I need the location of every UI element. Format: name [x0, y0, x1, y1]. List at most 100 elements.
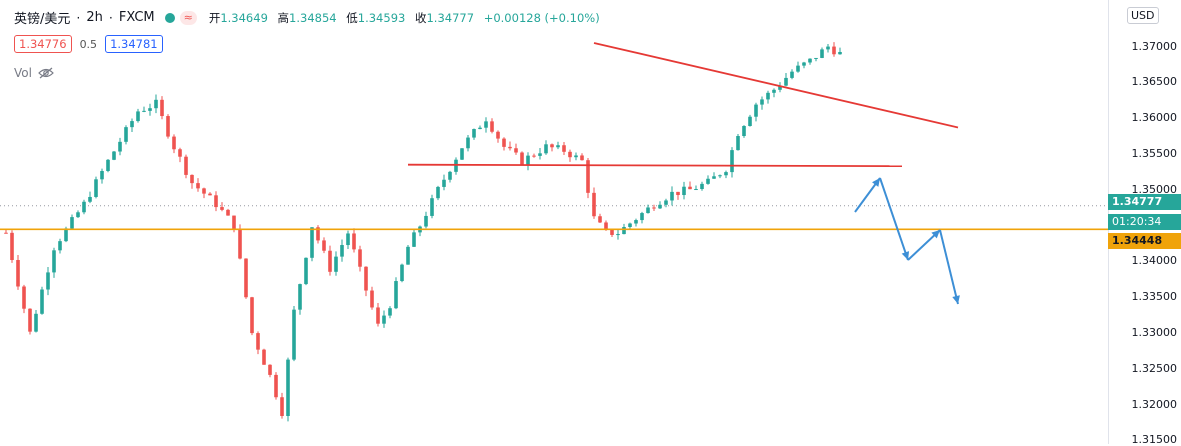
- candle-body: [622, 226, 626, 235]
- data-status-icon[interactable]: ≈: [179, 10, 197, 25]
- candle-body: [586, 160, 590, 193]
- candle-body: [388, 308, 392, 316]
- eye-hidden-icon[interactable]: [38, 67, 54, 79]
- price-tick-label: 1.37000: [1131, 39, 1178, 53]
- candle-body: [184, 156, 188, 175]
- price-tick-label: 1.32500: [1131, 361, 1178, 375]
- candle-body: [334, 256, 338, 272]
- current-price-tag: 1.34777: [1108, 194, 1181, 210]
- candle-body: [790, 71, 794, 78]
- sell-button[interactable]: 1.34776: [14, 35, 72, 53]
- candle-body: [658, 204, 662, 209]
- candle-body: [574, 155, 578, 158]
- candle-body: [376, 307, 380, 324]
- market-open-dot-icon: [164, 12, 175, 23]
- projection-path-segment: [939, 229, 959, 305]
- candle-body: [382, 315, 386, 324]
- candle-body: [808, 58, 812, 63]
- price-tick-label: 1.31500: [1131, 433, 1178, 446]
- price-chart[interactable]: [0, 0, 1108, 444]
- separator-dot: ·: [76, 10, 81, 25]
- candle-body: [412, 232, 416, 247]
- candle-body: [328, 250, 332, 272]
- candle-body: [358, 249, 362, 267]
- candle-body: [616, 234, 620, 236]
- candle-body: [538, 153, 542, 156]
- projection-arrowhead: [901, 251, 910, 260]
- price-tick-label: 1.33000: [1131, 326, 1178, 339]
- candle-body: [676, 191, 680, 196]
- candle-body: [460, 148, 464, 160]
- legend-row: 英镑/美元 · 2h · FXCM ≈ 开1.34649 高1.34854 低1…: [14, 8, 606, 27]
- candle-body: [724, 172, 728, 176]
- high-label: 高: [277, 10, 290, 25]
- bar-countdown-tag: 01:20:34: [1108, 214, 1181, 230]
- open-value: 1.34649: [220, 10, 268, 25]
- candle-body: [508, 146, 512, 149]
- candle-body: [46, 272, 50, 290]
- candle-body: [352, 233, 356, 250]
- close-label: 收: [414, 10, 427, 25]
- candle-body: [796, 65, 800, 72]
- candle-body: [124, 127, 128, 142]
- candle-body: [496, 131, 500, 139]
- candle-body: [748, 116, 752, 126]
- change-value: +0.00128 (+0.10%): [483, 10, 600, 25]
- source-label: FXCM: [118, 10, 155, 25]
- candle-body: [754, 104, 758, 117]
- candle-body: [76, 212, 80, 218]
- candle-body: [604, 222, 608, 230]
- candle-body: [742, 125, 746, 137]
- projection-arrowhead: [931, 230, 940, 239]
- price-tick-label: 1.35000: [1131, 182, 1178, 196]
- candle-body: [250, 297, 254, 334]
- candle-body: [598, 216, 602, 223]
- candle-body: [10, 232, 14, 261]
- candle-body: [130, 121, 134, 128]
- candle-body: [562, 145, 566, 152]
- candle-body: [322, 240, 326, 251]
- candle-body: [430, 198, 434, 216]
- volume-label: Vol: [14, 66, 32, 80]
- candle-body: [814, 57, 818, 59]
- candle-body: [424, 215, 428, 227]
- candle-body: [214, 195, 218, 208]
- price-tick-label: 1.35500: [1131, 146, 1178, 160]
- candle-body: [592, 192, 596, 217]
- candle-body: [94, 179, 98, 197]
- separator-dot: ·: [108, 10, 113, 25]
- projection-arrowhead: [872, 178, 880, 187]
- low-label: 低: [346, 10, 358, 25]
- candle-body: [550, 144, 554, 148]
- price-tick-label: 1.36500: [1131, 75, 1178, 89]
- candle-body: [670, 191, 674, 201]
- candle-body: [16, 260, 20, 287]
- close-value: 1.34777: [426, 10, 475, 25]
- ohlc-values: 开1.34649 高1.34854 低1.34593 收1.34777 +0.0…: [209, 10, 606, 26]
- candle-body: [190, 174, 194, 184]
- candle-body: [52, 250, 56, 273]
- candle-body: [208, 193, 212, 196]
- candle-body: [454, 159, 458, 172]
- interval-label[interactable]: 2h: [86, 10, 103, 25]
- price-tick-label: 1.33500: [1131, 290, 1178, 304]
- high-value: 1.34854: [289, 10, 337, 25]
- candle-body: [58, 241, 62, 251]
- low-value: 1.34593: [357, 10, 406, 25]
- candle-body: [514, 148, 518, 153]
- chart-area[interactable]: 英镑/美元 · 2h · FXCM ≈ 开1.34649 高1.34854 低1…: [0, 0, 1108, 444]
- candle-body: [694, 189, 698, 191]
- candle-body: [766, 92, 770, 100]
- symbol-label[interactable]: 英镑/美元: [14, 12, 71, 27]
- candle-body: [568, 151, 572, 158]
- candle-body: [520, 152, 524, 165]
- candle-body: [544, 144, 548, 154]
- candle-body: [28, 308, 32, 332]
- candle-body: [202, 188, 206, 194]
- candle-body: [232, 215, 236, 230]
- currency-button[interactable]: USD: [1127, 7, 1159, 24]
- buy-button[interactable]: 1.34781: [105, 35, 163, 53]
- candle-body: [154, 99, 158, 109]
- candle-body: [784, 77, 788, 86]
- volume-legend: Vol: [14, 66, 54, 80]
